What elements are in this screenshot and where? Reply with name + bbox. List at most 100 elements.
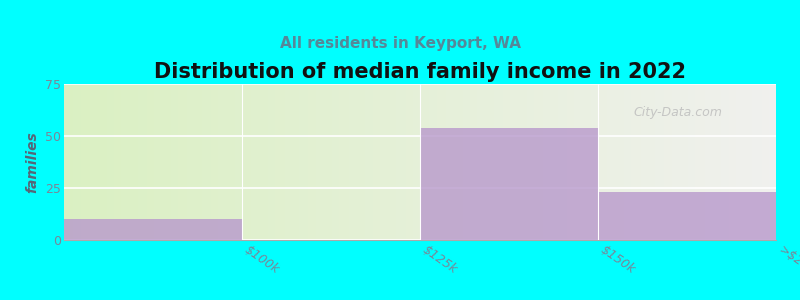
- Bar: [159, 84, 162, 240]
- Bar: [66, 84, 69, 240]
- Bar: [655, 84, 658, 240]
- Bar: [339, 84, 342, 240]
- Bar: [612, 84, 614, 240]
- Bar: [734, 84, 736, 240]
- Bar: [344, 84, 346, 240]
- Bar: [157, 84, 159, 240]
- Bar: [398, 84, 401, 240]
- Bar: [482, 84, 484, 240]
- Bar: [546, 84, 548, 240]
- Bar: [529, 84, 531, 240]
- Bar: [622, 84, 624, 240]
- Bar: [69, 84, 71, 240]
- Bar: [629, 84, 631, 240]
- Bar: [513, 84, 515, 240]
- Bar: [325, 84, 327, 240]
- Bar: [710, 84, 712, 240]
- Bar: [762, 84, 764, 240]
- Bar: [90, 84, 93, 240]
- Bar: [246, 84, 249, 240]
- Bar: [676, 84, 678, 240]
- Bar: [558, 84, 560, 240]
- Bar: [420, 128, 598, 240]
- Bar: [451, 84, 454, 240]
- Bar: [600, 84, 602, 240]
- Bar: [750, 84, 752, 240]
- Bar: [318, 84, 320, 240]
- Bar: [320, 84, 322, 240]
- Bar: [216, 84, 218, 240]
- Bar: [169, 84, 171, 240]
- Bar: [130, 84, 133, 240]
- Bar: [638, 84, 641, 240]
- Bar: [71, 84, 74, 240]
- Bar: [233, 84, 235, 240]
- Bar: [437, 84, 439, 240]
- Bar: [98, 84, 99, 240]
- Bar: [86, 84, 88, 240]
- Bar: [774, 84, 776, 240]
- Bar: [508, 84, 510, 240]
- Bar: [346, 84, 349, 240]
- Bar: [693, 84, 695, 240]
- Bar: [102, 84, 104, 240]
- Bar: [164, 84, 166, 240]
- Bar: [154, 84, 157, 240]
- Bar: [138, 84, 140, 240]
- Bar: [145, 84, 147, 240]
- Bar: [202, 84, 204, 240]
- Bar: [282, 84, 285, 240]
- Bar: [506, 84, 508, 240]
- Bar: [669, 84, 671, 240]
- Bar: [522, 84, 525, 240]
- Bar: [150, 84, 152, 240]
- Bar: [456, 84, 458, 240]
- Bar: [472, 84, 474, 240]
- Bar: [667, 84, 669, 240]
- Bar: [401, 84, 403, 240]
- Bar: [503, 84, 506, 240]
- Bar: [425, 84, 427, 240]
- Bar: [430, 84, 432, 240]
- Bar: [76, 84, 78, 240]
- Bar: [311, 84, 314, 240]
- Bar: [690, 84, 693, 240]
- Bar: [396, 84, 398, 240]
- Title: Distribution of median family income in 2022: Distribution of median family income in …: [154, 62, 686, 82]
- Bar: [361, 84, 363, 240]
- Bar: [116, 84, 118, 240]
- Bar: [560, 84, 562, 240]
- Bar: [385, 84, 386, 240]
- Bar: [759, 84, 762, 240]
- Bar: [442, 84, 444, 240]
- Bar: [614, 84, 617, 240]
- Bar: [574, 84, 577, 240]
- Bar: [214, 84, 216, 240]
- Bar: [275, 84, 278, 240]
- Bar: [142, 84, 145, 240]
- Bar: [238, 84, 240, 240]
- Bar: [698, 84, 700, 240]
- Bar: [577, 84, 579, 240]
- Bar: [290, 84, 292, 240]
- Bar: [74, 84, 76, 240]
- Bar: [658, 84, 660, 240]
- Bar: [594, 84, 596, 240]
- Bar: [742, 84, 745, 240]
- Bar: [302, 84, 304, 240]
- Bar: [548, 84, 550, 240]
- Bar: [769, 84, 771, 240]
- Y-axis label: families: families: [26, 131, 40, 193]
- Bar: [314, 84, 315, 240]
- Bar: [368, 84, 370, 240]
- Bar: [695, 84, 698, 240]
- Bar: [434, 84, 437, 240]
- Bar: [641, 84, 643, 240]
- Bar: [589, 84, 591, 240]
- Bar: [322, 84, 325, 240]
- Bar: [121, 84, 123, 240]
- Bar: [403, 84, 406, 240]
- Bar: [209, 84, 211, 240]
- Bar: [123, 84, 126, 240]
- Bar: [315, 84, 318, 240]
